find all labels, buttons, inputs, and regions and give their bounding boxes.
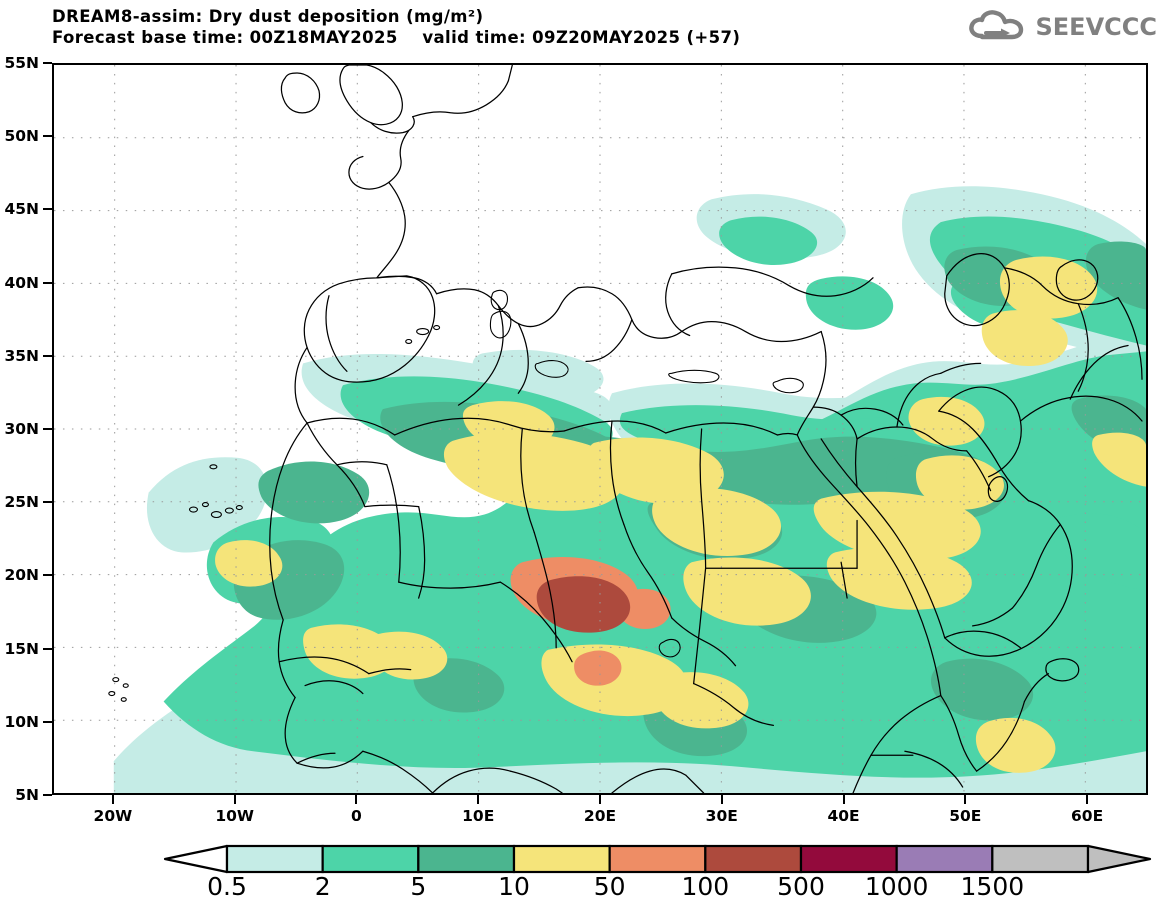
colorbar-tick-label: 10 <box>498 872 530 901</box>
colorbar-tick-label: 0.5 <box>207 872 247 901</box>
latitude-tick <box>43 281 52 284</box>
latitude-tick <box>43 794 52 796</box>
latitude-label: 20N <box>4 566 39 585</box>
colorbar[interactable]: 0.5 2 5 10 50 100 500 1000 1500 <box>0 838 1165 904</box>
latitude-tick <box>43 428 52 430</box>
longitude-tick <box>842 795 845 804</box>
colorbar-tick-label: 5 <box>410 872 427 901</box>
colorbar-tick-label: 500 <box>777 872 825 901</box>
latitude-tick <box>43 720 52 723</box>
seevccc-logo: SEEVCCC <box>968 10 1158 44</box>
forecast-time-line: Forecast base time: 00Z18MAY2025 valid t… <box>52 28 741 47</box>
colorbar-tick-label: 1000 <box>864 872 929 901</box>
longitude-tick <box>964 795 967 804</box>
longitude-label: 30E <box>705 807 738 825</box>
latitude-label: 10N <box>4 712 39 731</box>
longitude-tick <box>1086 795 1089 804</box>
latitude-label: 25N <box>4 493 39 512</box>
colorbar-segment[interactable] <box>417 844 516 874</box>
longitude-tick <box>720 795 723 804</box>
colorbar-segment[interactable] <box>991 844 1090 874</box>
latitude-tick <box>43 574 52 577</box>
latitude-tick <box>43 135 52 138</box>
longitude-tick <box>111 795 114 804</box>
longitude-tick <box>233 795 236 804</box>
colorbar-tick-label: 1500 <box>960 872 1025 901</box>
dust-contour-fills <box>113 186 1146 793</box>
latitude-label: 15N <box>4 639 39 658</box>
colorbar-segment[interactable] <box>225 844 324 874</box>
latitude-tick <box>43 501 52 504</box>
colorbar-tick-label: 50 <box>593 872 626 901</box>
contour-band-100-500 <box>536 576 631 633</box>
longitude-label: 40E <box>827 807 860 825</box>
chart-header: DREAM8-assim: Dry dust deposition (mg/m²… <box>52 6 872 48</box>
latitude-label: 35N <box>4 346 39 365</box>
colorbar-tick-label: 100 <box>681 872 730 901</box>
longitude-label: 20E <box>583 807 617 825</box>
dust-deposition-map[interactable] <box>54 65 1146 793</box>
cloud-arrow-icon <box>968 10 1023 40</box>
colorbar-segment[interactable] <box>608 844 707 874</box>
map-plot-area[interactable] <box>52 63 1148 795</box>
colorbar-tick-label: 2 <box>314 872 331 901</box>
latitude-label: 50N <box>4 127 39 146</box>
longitude-label: 10W <box>215 807 254 825</box>
longitude-label: 0 <box>351 807 362 825</box>
coastlines-and-borders <box>108 65 1143 793</box>
latitude-label: 45N <box>4 200 39 219</box>
latitude-label: 30N <box>4 420 39 438</box>
longitude-label: 50E <box>949 807 982 825</box>
latitude-label: 5N <box>15 786 39 804</box>
colorbar-segment[interactable] <box>512 844 611 874</box>
logo-text: SEEVCCC <box>1035 13 1158 41</box>
colorbar-segment[interactable] <box>895 844 994 874</box>
page-title: DREAM8-assim: Dry dust deposition (mg/m²… <box>52 7 484 26</box>
longitude-label: 60E <box>1071 807 1104 825</box>
colorbar-swatches[interactable] <box>0 838 1165 878</box>
latitude-tick <box>43 208 52 211</box>
longitude-tick <box>355 795 358 804</box>
longitude-tick <box>477 795 480 804</box>
longitude-tick <box>599 795 601 804</box>
longitude-label: 10E <box>462 807 495 825</box>
latitude-label: 55N <box>4 54 39 72</box>
colorbar-segment[interactable] <box>321 844 420 874</box>
colorbar-tick-labels: 0.5 2 5 10 50 100 500 1000 1500 <box>0 838 1165 904</box>
latitude-tick <box>43 354 52 357</box>
latitude-label: 40N <box>4 273 39 292</box>
longitude-label: 20W <box>93 807 133 825</box>
colorbar-over-arrow <box>1086 844 1152 874</box>
latitude-tick <box>43 62 52 64</box>
latitude-tick <box>43 647 52 650</box>
